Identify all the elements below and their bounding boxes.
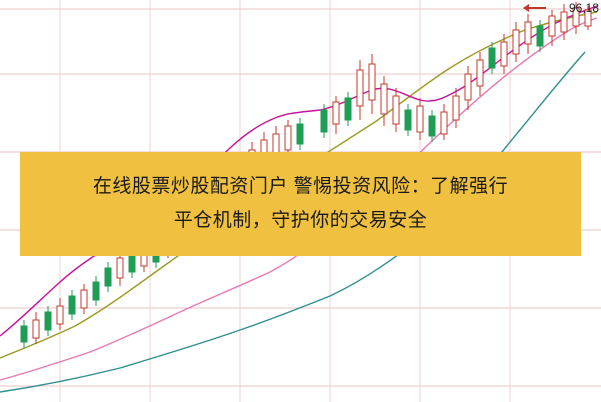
banner-line-1: 在线股票炒股配资门户 警惕投资风险：了解强行 bbox=[92, 176, 509, 197]
last-price-label: 96,18 bbox=[568, 1, 599, 15]
article-title-banner: 在线股票炒股配资门户 警惕投资风险：了解强行 平仓机制，守护你的交易安全 bbox=[20, 152, 581, 256]
last-price-arrow-icon bbox=[523, 4, 546, 12]
ma-slow-teal-line bbox=[0, 51, 586, 393]
banner-line-2: 平仓机制，守护你的交易安全 bbox=[173, 210, 428, 231]
